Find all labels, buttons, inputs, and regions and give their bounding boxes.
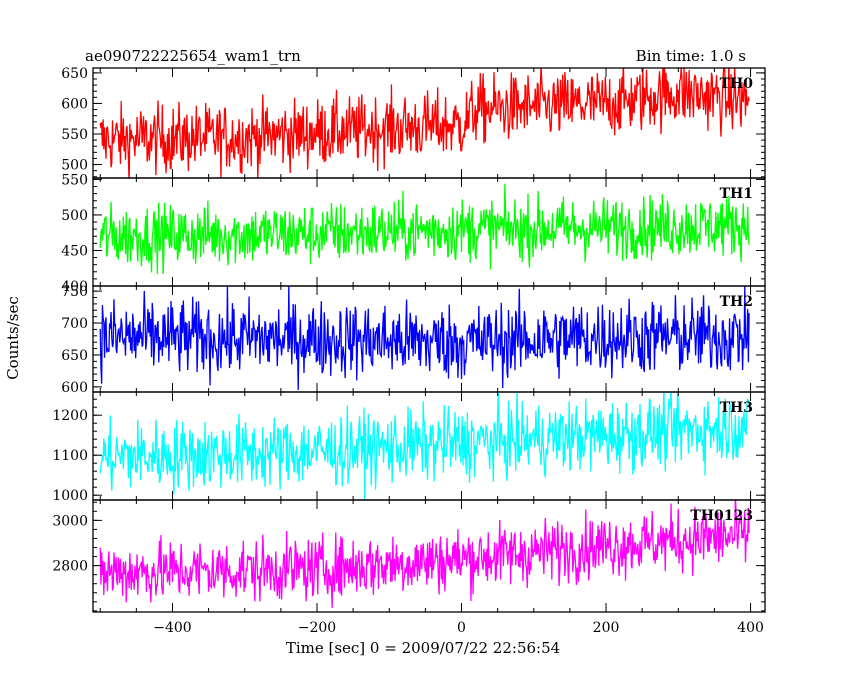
y-tick-label: 400 — [61, 279, 88, 295]
series-line-th0 — [99, 68, 750, 178]
y-tick-label: 700 — [61, 316, 88, 332]
x-tick-label: 400 — [737, 620, 764, 636]
x-tick-label: −400 — [153, 620, 191, 636]
y-tick-label: 750 — [61, 284, 88, 300]
y-tick-label: 500 — [61, 158, 88, 174]
y-tick-label: 1100 — [52, 448, 88, 464]
series-line-th2 — [99, 286, 750, 390]
x-tick-label: −200 — [298, 620, 336, 636]
y-tick-label: 3000 — [52, 513, 88, 529]
series-line-th1 — [99, 183, 750, 275]
x-tick-label: 0 — [457, 620, 466, 636]
y-tick-label: 500 — [61, 208, 88, 224]
y-tick-label: 600 — [61, 96, 88, 112]
y-tick-label: 2800 — [52, 559, 88, 575]
panel-label-th1: TH1 — [720, 186, 753, 202]
y-tick-label: 450 — [61, 243, 88, 259]
panel-label-th0: TH0 — [720, 76, 754, 92]
panels-group: 500550600650TH0400450500550TH16006507007… — [52, 66, 766, 636]
y-tick-label: 1200 — [52, 408, 88, 424]
y-axis-label: Counts/sec — [4, 296, 22, 380]
y-tick-label: 550 — [61, 172, 88, 188]
panel-label-th3: TH3 — [720, 400, 753, 416]
series-line-th0123 — [99, 500, 750, 608]
y-tick-label: 550 — [61, 127, 88, 143]
y-tick-label: 1000 — [52, 488, 88, 504]
x-axis-label: Time [sec] 0 = 2009/07/22 22:56:54 — [286, 639, 560, 657]
panel-label-th2: TH2 — [720, 294, 753, 310]
y-tick-label: 600 — [61, 380, 88, 396]
panel-frame-th0123 — [92, 499, 766, 613]
chart-title: ae090722225654_wam1_trn — [85, 47, 301, 65]
panel-label-th0123: TH0123 — [690, 508, 753, 524]
series-line-th3 — [99, 392, 750, 500]
y-tick-label: 650 — [61, 66, 88, 82]
bin-time-label: Bin time: 1.0 s — [636, 47, 746, 65]
x-tick-label: 200 — [593, 620, 620, 636]
y-tick-label: 650 — [61, 348, 88, 364]
